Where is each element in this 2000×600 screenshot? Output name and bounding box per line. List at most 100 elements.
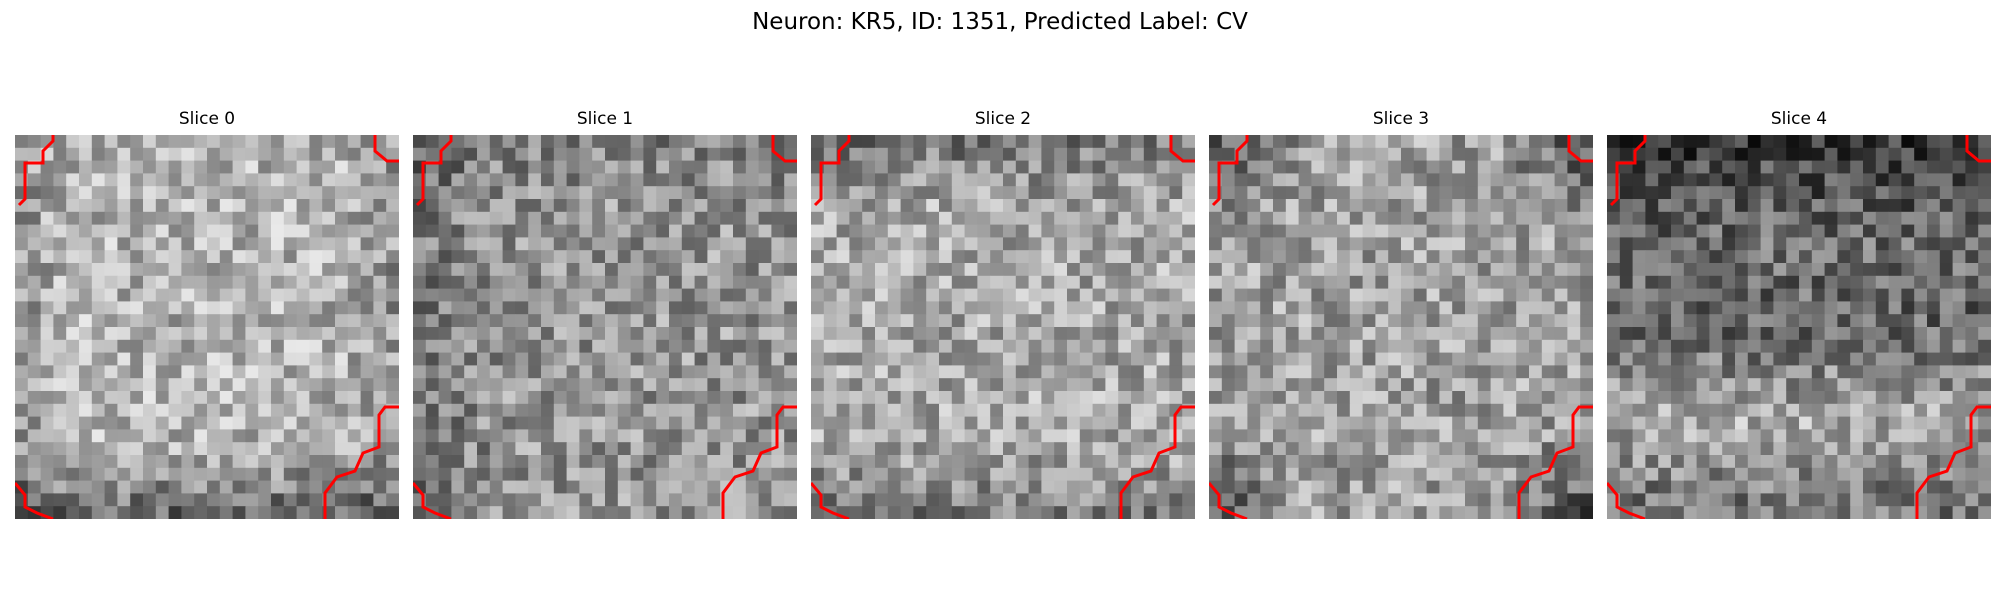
pixel-cell	[1927, 480, 1941, 494]
pixel-cell	[630, 301, 644, 315]
pixel-cell	[1015, 250, 1029, 264]
pixel-cell	[40, 314, 54, 328]
pixel-cell	[1747, 493, 1761, 507]
pixel-cell	[1490, 480, 1504, 494]
pixel-cell	[386, 250, 399, 264]
pixel-cell	[1709, 211, 1723, 225]
pixel-cell	[413, 314, 427, 328]
pixel-cell	[617, 339, 631, 353]
pixel-cell	[694, 455, 708, 469]
pixel-cell	[1131, 493, 1145, 507]
pixel-cell	[1747, 378, 1761, 392]
pixel-cell	[1234, 173, 1248, 187]
pixel-cell	[1131, 211, 1145, 225]
pixel-cell	[849, 391, 863, 405]
pixel-cell	[1221, 429, 1235, 443]
pixel-cell	[1914, 263, 1928, 277]
pixel-cell	[27, 416, 41, 430]
pixel-cell	[681, 493, 695, 507]
pixel-cell	[1067, 275, 1081, 289]
pixel-cell	[1658, 263, 1672, 277]
pixel-cell	[836, 403, 850, 417]
pixel-cell	[1054, 442, 1068, 456]
pixel-cell	[1028, 352, 1042, 366]
pixel-cell	[104, 455, 118, 469]
pixel-cell	[1914, 135, 1928, 149]
pixel-cell	[79, 429, 93, 443]
pixel-cell	[1311, 314, 1325, 328]
pixel-cell	[1541, 275, 1555, 289]
pixel-cell	[592, 160, 606, 174]
pixel-cell	[1888, 391, 1902, 405]
pixel-cell	[707, 467, 721, 481]
pixel-cell	[502, 403, 516, 417]
pixel-cell	[1054, 403, 1068, 417]
pixel-cell	[605, 237, 619, 251]
pixel-cell	[1671, 403, 1685, 417]
pixel-cell	[1247, 288, 1261, 302]
pixel-cell	[296, 314, 310, 328]
pixel-cell	[1092, 314, 1106, 328]
pixel-cell	[155, 186, 169, 200]
pixel-cell	[1477, 147, 1491, 161]
pixel-cell	[502, 391, 516, 405]
pixel-cell	[1529, 199, 1543, 213]
pixel-cell	[605, 352, 619, 366]
pixel-cell	[1567, 301, 1581, 315]
pixel-cell	[1837, 224, 1851, 238]
pixel-cell	[464, 480, 478, 494]
pixel-cell	[1901, 442, 1915, 456]
pixel-cell	[40, 211, 54, 225]
pixel-cell	[1824, 173, 1838, 187]
pixel-cell	[1182, 250, 1195, 264]
pixel-cell	[104, 173, 118, 187]
pixel-cell	[579, 352, 593, 366]
pixel-cell	[335, 493, 349, 507]
pixel-cell	[1773, 391, 1787, 405]
pixel-cell	[207, 301, 221, 315]
pixel-cell	[373, 314, 387, 328]
pixel-cell	[1490, 327, 1504, 341]
pixel-cell	[592, 314, 606, 328]
pixel-cell	[1169, 480, 1183, 494]
pixel-cell	[1965, 301, 1979, 315]
pixel-cell	[1773, 250, 1787, 264]
pixel-cell	[1015, 147, 1029, 161]
pixel-cell	[1490, 493, 1504, 507]
pixel-cell	[1182, 186, 1195, 200]
pixel-cell	[425, 365, 439, 379]
pixel-cell	[1786, 339, 1800, 353]
pixel-cell	[1054, 429, 1068, 443]
pixel-cell	[553, 288, 567, 302]
pixel-cell	[1786, 237, 1800, 251]
pixel-cell	[1247, 327, 1261, 341]
pixel-cell	[1824, 352, 1838, 366]
pixel-cell	[1683, 160, 1697, 174]
pixel-cell	[1683, 173, 1697, 187]
pixel-cell	[1311, 237, 1325, 251]
pixel-cell	[489, 416, 503, 430]
pixel-cell	[1477, 186, 1491, 200]
pixel-cell	[1426, 467, 1440, 481]
pixel-cell	[258, 237, 272, 251]
pixel-cell	[464, 211, 478, 225]
pixel-cell	[656, 429, 670, 443]
pixel-cell	[1554, 186, 1568, 200]
pixel-cell	[579, 186, 593, 200]
pixel-cell	[1375, 263, 1389, 277]
pixel-cell	[1375, 506, 1389, 519]
pixel-cell	[720, 391, 734, 405]
pixel-cell	[413, 301, 427, 315]
pixel-cell	[1003, 288, 1017, 302]
pixel-cell	[413, 263, 427, 277]
pixel-cell	[1709, 378, 1723, 392]
pixel-cell	[1477, 493, 1491, 507]
pixel-cell	[836, 224, 850, 238]
pixel-cell	[720, 160, 734, 174]
pixel-cell	[1824, 429, 1838, 443]
pixel-cell	[438, 250, 452, 264]
pixel-cell	[477, 237, 491, 251]
pixel-cell	[592, 301, 606, 315]
slice-panel-0: Slice 0	[15, 108, 399, 519]
pixel-cell	[1607, 250, 1621, 264]
